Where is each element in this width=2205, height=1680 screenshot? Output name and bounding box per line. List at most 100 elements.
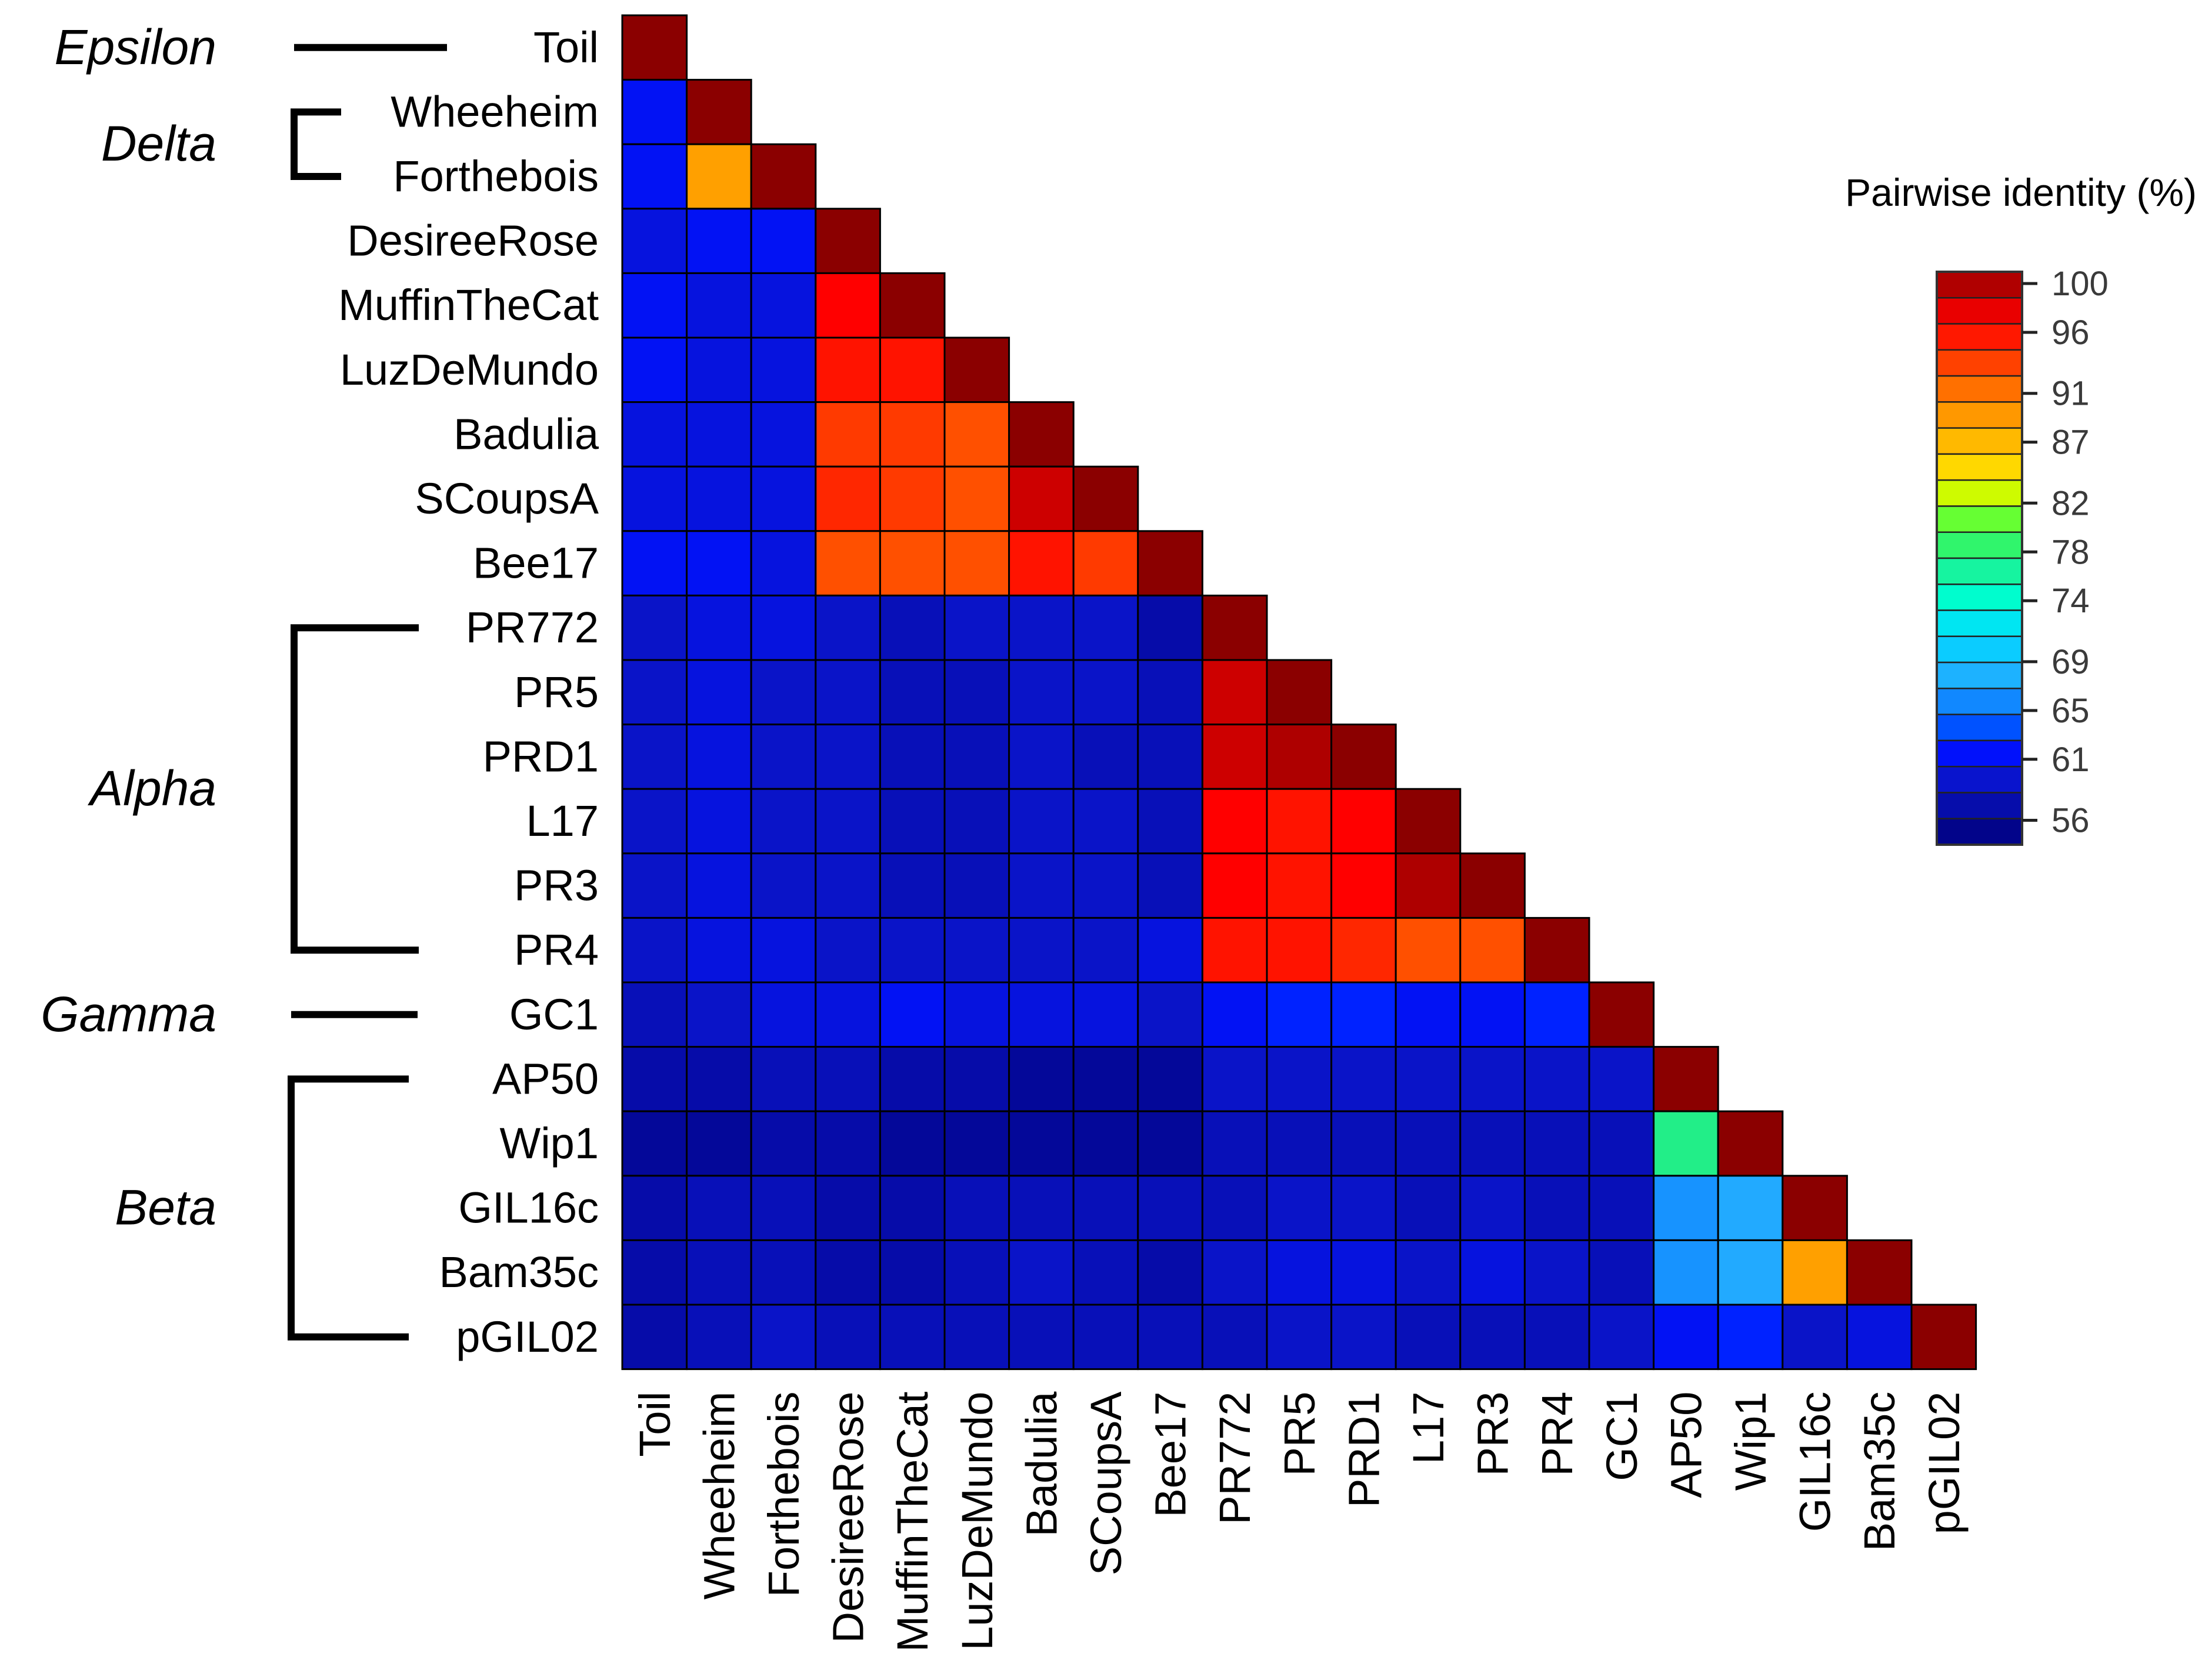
heatmap-cell bbox=[1072, 1304, 1139, 1371]
group-name: Beta bbox=[115, 1180, 216, 1235]
legend-tick-label: 61 bbox=[2051, 741, 2090, 779]
heatmap-cell bbox=[621, 530, 688, 596]
legend-swatch bbox=[1936, 739, 2023, 768]
column-label: Badulia bbox=[1017, 1391, 1066, 1537]
legend-tick-label: 82 bbox=[2051, 484, 2090, 522]
heatmap-cell bbox=[1395, 1046, 1462, 1112]
heatmap-cell bbox=[1523, 981, 1590, 1048]
group-name: Epsilon bbox=[54, 19, 216, 75]
heatmap-cell bbox=[1846, 1304, 1913, 1371]
heatmap-cell bbox=[1072, 981, 1139, 1048]
heatmap-cell bbox=[879, 465, 946, 532]
column-labels: Toil Wheeheim Forthebois DesireeRose MuffinT… bbox=[631, 1391, 1969, 1652]
heatmap-cell bbox=[621, 594, 688, 661]
heatmap-cell bbox=[1137, 1110, 1203, 1177]
heatmap-cell bbox=[1330, 1175, 1397, 1241]
heatmap-cell bbox=[1008, 659, 1075, 726]
heatmap-cell bbox=[879, 659, 946, 726]
heatmap-cell bbox=[621, 1110, 688, 1177]
heatmap-cell bbox=[750, 530, 817, 596]
heatmap-cell bbox=[815, 208, 881, 274]
heatmap-cell bbox=[1588, 1239, 1655, 1306]
heatmap-cell bbox=[686, 659, 752, 726]
heatmap-cell bbox=[879, 336, 946, 404]
heatmap-cell bbox=[815, 1175, 881, 1241]
heatmap-cell bbox=[750, 272, 817, 339]
legend-tick-label: 74 bbox=[2051, 582, 2090, 620]
heatmap-cell bbox=[686, 530, 752, 596]
heatmap-cell bbox=[1395, 788, 1462, 855]
row-label: LuzDeMundo bbox=[340, 345, 599, 394]
heatmap-cell bbox=[1008, 981, 1075, 1048]
heatmap-cell bbox=[1330, 1046, 1397, 1112]
heatmap-cell bbox=[1717, 1239, 1784, 1306]
heatmap-cell bbox=[879, 1046, 946, 1112]
column-label: PR772 bbox=[1210, 1392, 1259, 1525]
heatmap-cell bbox=[1459, 852, 1526, 919]
heatmap-cell bbox=[1266, 659, 1333, 726]
heatmap-cell bbox=[621, 659, 688, 726]
heatmap-cell bbox=[1072, 594, 1139, 661]
legend-swatch bbox=[1936, 609, 2023, 638]
legend-swatch bbox=[1936, 479, 2023, 507]
heatmap-cell bbox=[686, 788, 752, 855]
heatmap-cell bbox=[943, 336, 1010, 404]
heatmap-cell bbox=[1201, 594, 1268, 661]
legend-tick-label: 87 bbox=[2051, 424, 2090, 462]
heatmap-cell bbox=[1008, 852, 1075, 919]
column-label: Wip1 bbox=[1726, 1392, 1775, 1491]
legend-swatch bbox=[1936, 349, 2023, 377]
legend-swatch bbox=[1936, 557, 2023, 585]
heatmap-cell bbox=[750, 1175, 817, 1241]
heatmap-cell bbox=[1201, 1046, 1268, 1112]
heatmap-cell bbox=[686, 594, 752, 661]
heatmap-cell bbox=[1072, 1046, 1139, 1112]
heatmap-cell bbox=[750, 336, 817, 404]
heatmap-cell bbox=[1137, 1175, 1203, 1241]
heatmap-cell bbox=[750, 659, 817, 726]
heatmap-cell bbox=[943, 659, 1010, 726]
row-label: PR772 bbox=[466, 603, 599, 652]
heatmap-cell bbox=[1395, 1304, 1462, 1371]
heatmap-cell bbox=[1072, 916, 1139, 984]
column-label: pGIL02 bbox=[1920, 1392, 1969, 1535]
legend-tick-label: 78 bbox=[2051, 533, 2090, 571]
heatmap-cell bbox=[943, 724, 1010, 790]
heatmap-cell bbox=[1201, 1110, 1268, 1177]
legend-swatch bbox=[1936, 765, 2023, 794]
heatmap-cell bbox=[1266, 1046, 1333, 1112]
heatmap-cell bbox=[1588, 1304, 1655, 1371]
heatmap-cell bbox=[943, 1239, 1010, 1306]
row-labels: Toil Wheeheim Forthebois DesireeRose MuffinT… bbox=[338, 23, 599, 1361]
row-label: GIL16c bbox=[458, 1184, 599, 1232]
heatmap-cell bbox=[1717, 1110, 1784, 1177]
heatmap-cell bbox=[815, 336, 881, 404]
row-label: Bee17 bbox=[473, 539, 599, 588]
legend-ticks: 100 96 91 87 82 78 74 69 65 61 56 bbox=[2022, 265, 2109, 840]
heatmap-cell bbox=[1137, 1304, 1203, 1371]
legend-tick-label: 91 bbox=[2051, 375, 2090, 413]
row-label: PR5 bbox=[514, 668, 599, 716]
heatmap-cell bbox=[1137, 788, 1203, 855]
heatmap-cell bbox=[1201, 659, 1268, 726]
heatmap-cell bbox=[943, 916, 1010, 984]
legend-swatch bbox=[1936, 401, 2023, 429]
heatmap-cell bbox=[943, 530, 1010, 596]
heatmap-cell bbox=[686, 465, 752, 532]
legend-swatch bbox=[1936, 323, 2023, 351]
heatmap-cell bbox=[815, 272, 881, 339]
heatmap-cell bbox=[815, 916, 881, 984]
heatmap-cell bbox=[1330, 1304, 1397, 1371]
heatmap-cell bbox=[1137, 852, 1203, 919]
heatmap-cell bbox=[621, 852, 688, 919]
heatmap-cell bbox=[1523, 1239, 1590, 1306]
heatmap-cell bbox=[879, 1175, 946, 1241]
heatmap-cell bbox=[1137, 981, 1203, 1048]
heatmap-cell bbox=[750, 981, 817, 1048]
heatmap-cell bbox=[879, 1239, 946, 1306]
heatmap-cell bbox=[1008, 916, 1075, 984]
heatmap-cell bbox=[943, 465, 1010, 532]
row-label: PRD1 bbox=[483, 732, 599, 781]
heatmap-cell bbox=[1072, 1110, 1139, 1177]
heatmap-cell bbox=[1523, 1304, 1590, 1371]
